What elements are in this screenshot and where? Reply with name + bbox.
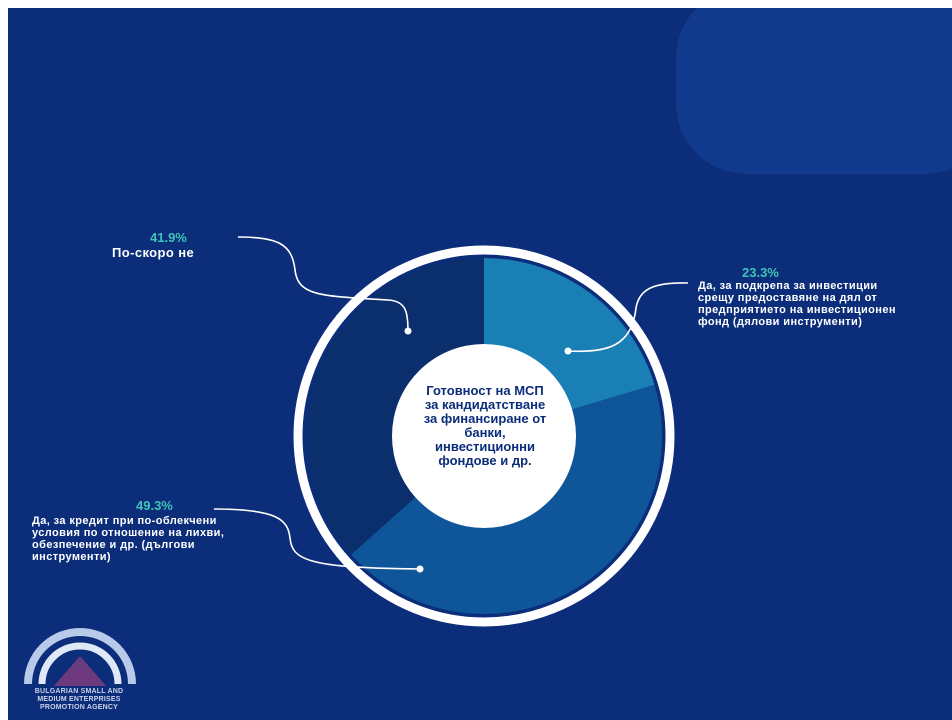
equity-label-line-1: Да, за подкрепа за инвестиции xyxy=(698,280,878,292)
equity-leader-dot xyxy=(564,347,572,355)
donut-center-circle xyxy=(392,344,576,528)
center-line-2: за кандидатстване xyxy=(424,397,546,412)
debt-label-line-3: обезпечение и др. (дългови xyxy=(32,539,195,551)
slice-no xyxy=(306,258,484,555)
no-slice-label: По-скоро не xyxy=(112,245,195,260)
debt-leader-line xyxy=(213,508,421,570)
center-line-1: Готовност на МСП xyxy=(426,383,544,398)
logo-text-line-2: MEDIUM ENTERPRISES xyxy=(37,696,121,703)
donut-chart xyxy=(213,236,689,627)
decorative-corner-shape xyxy=(676,8,952,174)
no-value-label: 41.9% xyxy=(150,230,187,245)
center-line-3: за финансиране от xyxy=(423,411,547,426)
chart-center-label: Готовност на МСП за кандидатстване за фи… xyxy=(400,384,570,468)
agency-logo-icon xyxy=(24,628,136,686)
debt-label-line-2: условия по отношение на лихви, xyxy=(32,527,225,539)
equity-leader-line xyxy=(567,282,689,353)
debt-value-label: 49.3% xyxy=(136,498,173,513)
equity-value-label: 23.3% xyxy=(742,265,779,280)
debt-label-line-4: инструменти) xyxy=(32,551,111,563)
center-line-5: инвестиционни xyxy=(435,439,535,454)
center-line-4: банки, xyxy=(464,425,506,440)
no-leader-line xyxy=(237,236,409,332)
debt-slice-label: Да, за кредит при по-облекчени условия п… xyxy=(32,515,292,563)
infographic-panel: Готовност на МСП за кандидатстване за фи… xyxy=(8,8,952,720)
equity-label-line-2: срещу предоставяне на дял от xyxy=(698,292,878,304)
agency-logo-text: BULGARIAN SMALL AND MEDIUM ENTERPRISES P… xyxy=(8,688,150,712)
logo-text-line-3: PROMOTION AGENCY xyxy=(40,704,118,711)
logo-text-line-1: BULGARIAN SMALL AND xyxy=(34,688,124,695)
equity-label-line-3: предприятието на инвестиционен xyxy=(698,304,896,316)
debt-label-line-1: Да, за кредит при по-облекчени xyxy=(32,515,217,527)
equity-slice-label: Да, за подкрепа за инвестиции срещу пред… xyxy=(698,280,952,328)
no-leader-dot xyxy=(404,327,412,335)
equity-label-line-4: фонд (дялови инструменти) xyxy=(698,316,863,328)
debt-leader-dot xyxy=(416,565,424,573)
donut-outer-ring xyxy=(293,245,675,627)
center-line-6: фондове и др. xyxy=(438,453,532,468)
